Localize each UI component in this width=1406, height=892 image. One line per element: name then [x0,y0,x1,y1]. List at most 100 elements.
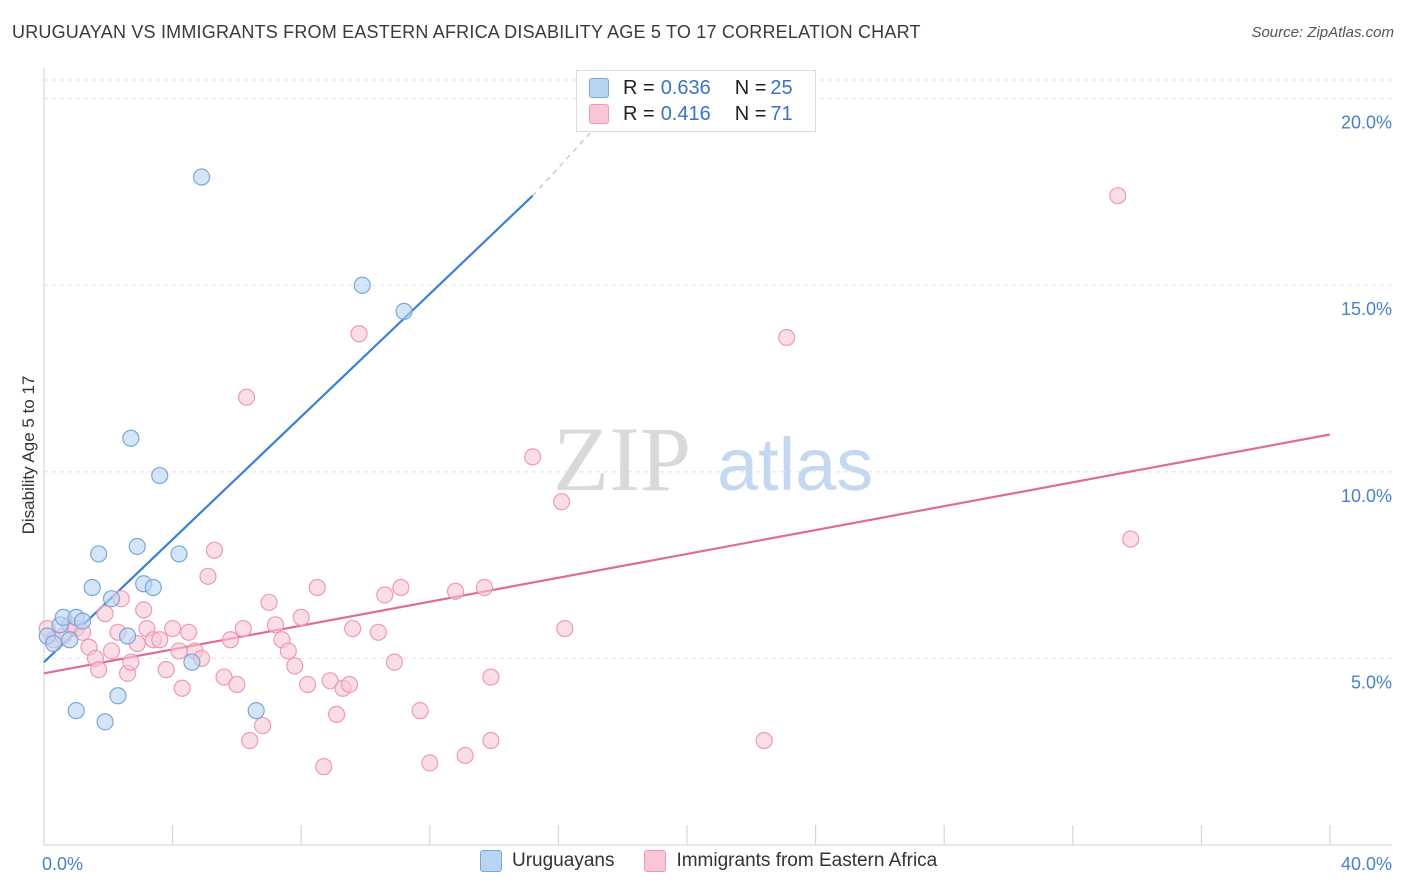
point-immigrants [456,746,474,765]
point-immigrants [321,672,339,690]
point-immigrants [446,582,465,600]
point-immigrants [237,388,256,406]
point-immigrants [308,578,326,597]
point-uruguayans [247,702,265,720]
point-immigrants [96,605,114,623]
trend-lines [43,79,1331,675]
point-uruguayans [96,713,114,731]
point-immigrants [315,758,333,776]
point-immigrants [135,601,153,619]
point-immigrants [102,642,121,660]
gridlines [44,79,1392,659]
y-tick-label: 15.0% [1341,299,1392,319]
point-immigrants [350,325,368,343]
watermark-zip: ZIP [553,408,691,510]
legend-r-label: R = [623,76,655,99]
point-immigrants [1109,187,1127,205]
point-immigrants [157,661,175,679]
data-points [38,168,1140,776]
series-legend-label: Immigrants from Eastern Africa [676,850,938,871]
point-immigrants [553,493,571,511]
point-immigrants [1122,530,1140,548]
point-immigrants [279,642,297,660]
point-immigrants [421,754,439,772]
legend-row-uruguayans: R = 0.636 N = 25 [589,76,793,100]
legend-r-value: 0.416 [660,102,711,125]
watermark: ZIP atlas [553,408,873,510]
point-immigrants [260,593,278,612]
legend-r-label: R = [623,102,655,125]
legend-n-value: 25 [770,76,793,99]
point-immigrants [180,623,198,641]
point-immigrants [254,716,272,735]
point-immigrants [778,328,796,347]
point-immigrants [205,541,223,559]
legend-n-label: N = [734,76,767,99]
point-immigrants [170,642,188,660]
point-immigrants [228,675,246,694]
point-immigrants [340,675,359,694]
point-immigrants [292,608,310,626]
trend-line-immigrants [43,433,1331,675]
trend-line-uruguayans [43,194,534,663]
point-immigrants [221,631,240,649]
point-immigrants [482,668,500,686]
point-uruguayans [353,276,371,294]
point-uruguayans [170,545,188,563]
point-uruguayans [73,612,92,630]
point-uruguayans [144,578,162,597]
point-immigrants [90,661,108,679]
point-immigrants [344,619,362,638]
point-uruguayans [192,168,211,186]
point-immigrants [215,668,233,686]
y-axis-label: Disability Age 5 to 17 [19,376,38,535]
point-uruguayans [118,627,137,645]
point-immigrants [556,619,574,638]
series-legend-immigrants[interactable]: Immigrants from Eastern Africa [644,850,937,872]
point-immigrants [164,619,182,638]
point-immigrants [327,705,346,723]
watermark-atlas: atlas [717,423,873,506]
series-legend-uruguayans[interactable]: Uruguayans [480,850,614,872]
legend-n-label: N = [734,102,767,125]
y-tick-label: 5.0% [1351,672,1392,692]
legend-row-immigrants: R = 0.416 N = 71 [589,102,793,126]
legend-swatch-pink [589,104,609,124]
point-uruguayans [102,590,121,608]
legend: R = 0.636 N = 25 R = 0.416 N = 71 [576,70,816,132]
x-tick-label: 0.0% [42,854,83,874]
series-swatch-blue [480,850,502,872]
point-immigrants [122,653,140,671]
point-immigrants [241,731,259,750]
source-label: Source: ZipAtlas.com [1251,24,1394,41]
legend-r-value: 0.636 [660,76,711,99]
point-immigrants [151,631,169,649]
legend-n-value: 71 [770,102,793,125]
point-immigrants [392,578,410,597]
point-immigrants [385,653,404,671]
series-legend-label: Uruguayans [512,850,615,871]
point-uruguayans [90,545,108,563]
point-immigrants [173,679,191,697]
y-tick-label: 10.0% [1341,486,1392,506]
y-tick-label: 20.0% [1341,113,1392,133]
point-uruguayans [128,537,146,556]
x-tick-label: 40.0% [1341,854,1392,874]
point-uruguayans [183,653,201,671]
point-uruguayans [83,578,101,597]
point-uruguayans [109,687,127,705]
point-uruguayans [395,302,413,320]
axes: 5.0% 10.0% 15.0% 20.0% 0.0% 40.0% [42,68,1392,874]
point-immigrants [376,586,394,604]
point-immigrants [199,567,217,585]
point-immigrants [286,657,304,675]
series-legend: Uruguayans Immigrants from Eastern Afric… [480,850,967,872]
point-uruguayans [67,702,85,720]
point-immigrants [299,675,317,694]
point-immigrants [524,448,542,466]
chart-title: URUGUAYAN VS IMMIGRANTS FROM EASTERN AFR… [12,22,921,42]
point-immigrants [369,623,387,641]
point-uruguayans [45,634,63,653]
point-immigrants [475,578,494,597]
